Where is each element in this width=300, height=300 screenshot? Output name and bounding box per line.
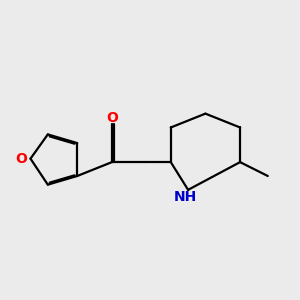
Text: O: O	[15, 152, 27, 166]
Text: O: O	[106, 111, 118, 125]
Text: NH: NH	[174, 190, 197, 205]
